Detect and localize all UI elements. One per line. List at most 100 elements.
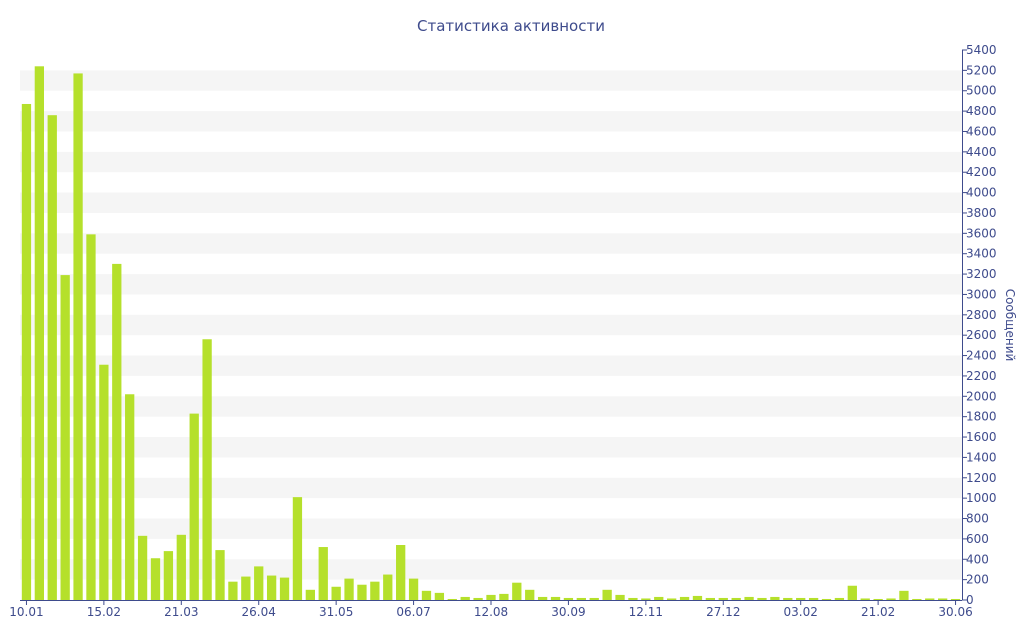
bar[interactable] — [292, 497, 303, 600]
bar[interactable] — [783, 597, 793, 600]
bar[interactable] — [202, 339, 212, 600]
bar[interactable] — [692, 595, 703, 600]
bar[interactable] — [21, 103, 32, 600]
bar[interactable] — [486, 594, 496, 600]
y-tick-label: 3000 — [966, 287, 997, 301]
bar[interactable] — [550, 596, 561, 600]
bar[interactable] — [318, 547, 328, 600]
bar[interactable] — [86, 234, 96, 600]
bar[interactable] — [912, 598, 922, 600]
bar[interactable] — [176, 534, 186, 600]
bar[interactable] — [886, 598, 896, 600]
bar[interactable] — [383, 574, 393, 600]
bar[interactable] — [938, 598, 948, 600]
x-tick-label: 06.07 — [396, 605, 430, 619]
bar[interactable] — [421, 590, 432, 600]
grid-band — [20, 477, 962, 499]
bar[interactable] — [847, 585, 857, 600]
grid-bands — [20, 70, 962, 580]
bar[interactable] — [615, 594, 625, 600]
bar[interactable] — [808, 597, 819, 600]
y-tick-label: 4400 — [966, 145, 997, 159]
bar[interactable] — [447, 598, 457, 600]
bar[interactable] — [150, 558, 161, 600]
x-tick-label: 27.12 — [706, 605, 740, 619]
bar[interactable] — [602, 589, 612, 600]
x-tick-label: 31.05 — [319, 605, 353, 619]
bar[interactable] — [331, 586, 341, 600]
bar[interactable] — [241, 576, 251, 600]
bar[interactable] — [834, 597, 845, 600]
bar[interactable] — [434, 592, 445, 600]
bar[interactable] — [873, 598, 883, 600]
bar[interactable] — [796, 597, 806, 600]
bar[interactable] — [899, 590, 909, 600]
grid-band — [20, 396, 962, 417]
bar[interactable] — [254, 566, 264, 600]
y-tick-label: 2400 — [966, 349, 997, 363]
bar[interactable] — [228, 581, 238, 600]
bar[interactable] — [357, 584, 367, 600]
bar[interactable] — [525, 589, 535, 600]
bar[interactable] — [305, 589, 315, 600]
bar[interactable] — [99, 364, 109, 600]
x-tick-label: 21.03 — [164, 605, 198, 619]
bar[interactable] — [344, 578, 354, 600]
bar[interactable] — [47, 115, 57, 600]
bar[interactable] — [860, 598, 870, 600]
y-tick-label: 5400 — [966, 43, 997, 57]
bar[interactable] — [408, 578, 419, 600]
bar[interactable] — [718, 597, 728, 600]
bar[interactable] — [396, 545, 406, 600]
x-tick-label: 21.02 — [861, 605, 895, 619]
bar[interactable] — [499, 593, 509, 600]
bar[interactable] — [215, 550, 225, 600]
bar[interactable] — [112, 263, 122, 600]
bar[interactable] — [512, 582, 522, 600]
bar[interactable] — [770, 596, 780, 600]
y-tick-label: 600 — [966, 532, 989, 546]
bar[interactable] — [679, 596, 690, 600]
bar[interactable] — [641, 598, 651, 600]
bar[interactable] — [73, 73, 83, 601]
bar[interactable] — [34, 66, 44, 601]
bar[interactable] — [654, 596, 664, 600]
bar[interactable] — [744, 596, 754, 600]
bar[interactable] — [667, 598, 677, 600]
bar[interactable] — [460, 596, 470, 600]
y-tick-label: 200 — [966, 573, 989, 587]
bar[interactable] — [757, 597, 767, 600]
bar[interactable] — [705, 597, 716, 600]
bar[interactable] — [731, 597, 741, 600]
bar[interactable] — [163, 551, 174, 600]
x-tick-label: 30.06 — [938, 605, 972, 619]
x-tick-label: 12.11 — [629, 605, 663, 619]
bar[interactable] — [266, 575, 277, 600]
bar[interactable] — [576, 597, 586, 600]
bar[interactable] — [589, 597, 599, 600]
y-tick-label: 1200 — [966, 471, 997, 485]
grid-band — [20, 192, 962, 213]
bar[interactable] — [563, 597, 574, 600]
bar[interactable] — [137, 535, 148, 600]
bar[interactable] — [950, 598, 961, 600]
grid-band — [20, 355, 962, 376]
bar[interactable] — [537, 596, 548, 600]
y-tick-label: 4600 — [966, 124, 997, 138]
bar[interactable] — [925, 598, 935, 600]
bar[interactable] — [370, 581, 380, 600]
y-tick-label: 400 — [966, 552, 989, 566]
bar[interactable] — [60, 275, 70, 600]
bar[interactable] — [125, 394, 135, 600]
y-tick-label: 1000 — [966, 491, 997, 505]
y-tick-label: 2000 — [966, 389, 997, 403]
bar[interactable] — [473, 597, 483, 600]
bar[interactable] — [279, 577, 290, 600]
bar[interactable] — [628, 597, 638, 600]
grid-band — [20, 518, 962, 539]
bar[interactable] — [189, 413, 199, 600]
y-tick-label: 3600 — [966, 226, 997, 240]
bar[interactable] — [821, 598, 832, 600]
